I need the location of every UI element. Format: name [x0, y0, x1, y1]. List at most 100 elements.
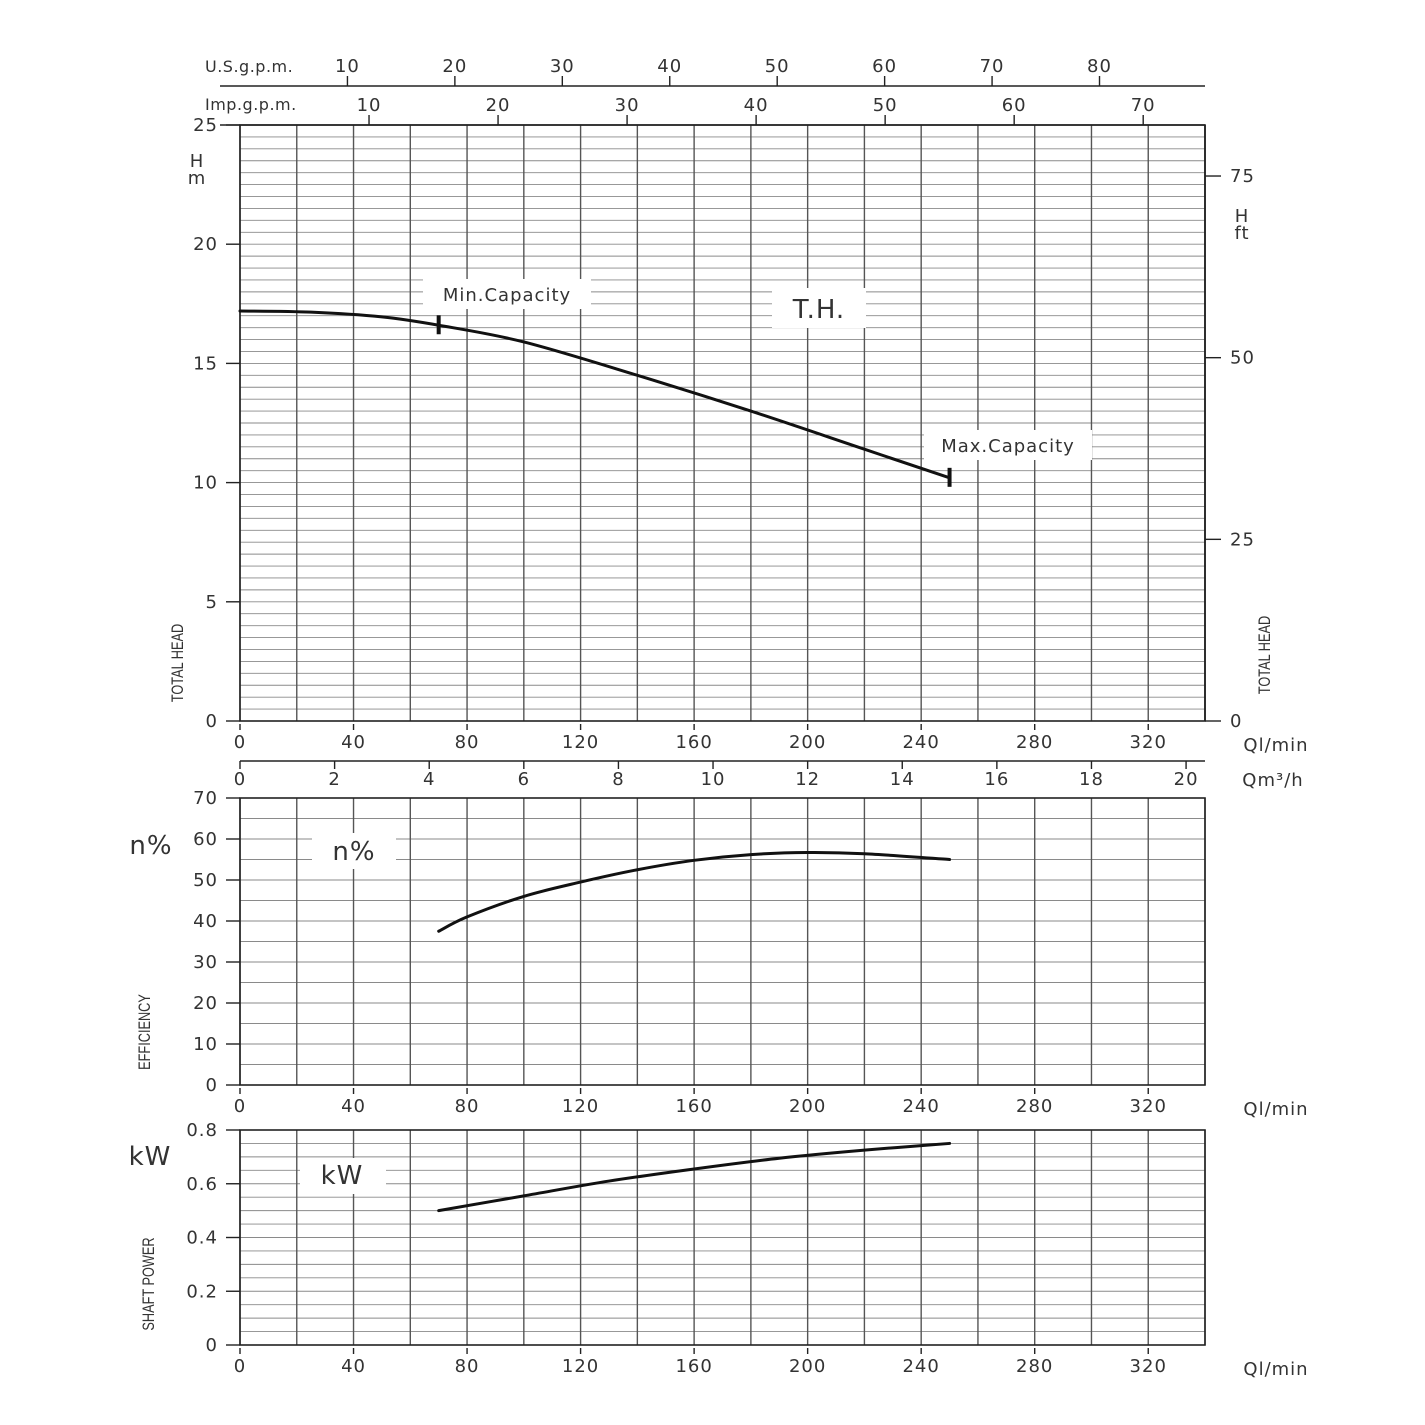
- kw-x-tick-label: 280: [1016, 1356, 1053, 1377]
- kw-x-tick-label: 80: [455, 1356, 480, 1377]
- head-curve: [238, 309, 952, 480]
- kw-curve: [437, 1141, 952, 1213]
- head-unit-right: H: [1235, 206, 1250, 227]
- kw-y-tick-label: 0: [206, 1335, 218, 1356]
- head-y-tick-label: 20: [193, 234, 218, 255]
- m3h-tick-label: 6: [518, 769, 530, 790]
- us-gpm-tick-label: 80: [1087, 56, 1112, 77]
- eff-x-tick-label: 40: [341, 1096, 366, 1117]
- head-y-axis-label: TOTAL HEAD: [168, 624, 187, 702]
- kw-x-tick-label: 120: [562, 1356, 599, 1377]
- eff-frame: [239, 797, 1206, 1086]
- eff-y-tick-label: 50: [193, 870, 218, 891]
- kw-grid: [239, 1129, 1206, 1346]
- head-x-tick-label: 320: [1130, 732, 1167, 753]
- head-x-tick-label: 240: [902, 732, 939, 753]
- head-grid: [239, 124, 1206, 722]
- annotation-bg: [924, 430, 1092, 460]
- imp-gpm-label: Imp.g.p.m.: [205, 95, 297, 114]
- eff-grid: [239, 797, 1206, 1086]
- us-gpm-tick-label: 40: [657, 56, 682, 77]
- imp-gpm-tick-label: 40: [744, 95, 769, 116]
- eff-x-tick-label: 80: [455, 1096, 480, 1117]
- kw-x-tick-label: 40: [341, 1356, 366, 1377]
- head-right-tick-label: 25: [1230, 529, 1255, 550]
- head-y-tick-label: 15: [193, 353, 218, 374]
- eff-y-tick-label: 0: [206, 1075, 218, 1096]
- eff-y-tick-label: 20: [193, 993, 218, 1014]
- head-right-tick-label: 50: [1230, 348, 1255, 369]
- m3h-tick-label: 8: [612, 769, 624, 790]
- m3h-tick-label: 4: [423, 769, 435, 790]
- m3h-tick-label: 0: [234, 769, 246, 790]
- us-gpm-tick-label: 70: [980, 56, 1005, 77]
- head-unit-left: H: [190, 151, 205, 172]
- us-gpm-tick-label: 60: [872, 56, 897, 77]
- eff-x-axis-label: Ql/min: [1243, 1099, 1308, 1120]
- us-gpm-tick-label: 50: [765, 56, 790, 77]
- eff-unit: n%: [129, 831, 172, 861]
- head-x-tick-label: 120: [562, 732, 599, 753]
- head-x-tick-label: 40: [341, 732, 366, 753]
- head-x-tick-label: 160: [675, 732, 712, 753]
- kw-y-tick-label: 0.2: [186, 1281, 218, 1302]
- th-label-bg: [772, 288, 866, 328]
- eff-x-tick-label: 240: [902, 1096, 939, 1117]
- kw-y-axis-label: SHAFT POWER: [139, 1237, 158, 1330]
- eff-y-tick-label: 70: [193, 788, 218, 809]
- us-gpm-label: U.S.g.p.m.: [205, 57, 293, 76]
- head-x-tick-label: 80: [455, 732, 480, 753]
- eff-y-tick-label: 60: [193, 829, 218, 850]
- kw-y-tick-label: 0.4: [186, 1228, 218, 1249]
- eff-y-tick-label: 40: [193, 911, 218, 932]
- eff-x-tick-label: 320: [1130, 1096, 1167, 1117]
- eff-y-tick-label: 10: [193, 1034, 218, 1055]
- kw-x-tick-label: 0: [234, 1356, 246, 1377]
- m3h-tick-label: 18: [1079, 769, 1104, 790]
- kw-x-tick-label: 200: [789, 1356, 826, 1377]
- kw-label-bg: [300, 1158, 386, 1194]
- kw-x-axis-label: Ql/min: [1243, 1359, 1308, 1380]
- imp-gpm-tick-label: 60: [1002, 95, 1027, 116]
- eff-series-label: n%: [332, 837, 375, 867]
- imp-gpm-tick-label: 10: [357, 95, 382, 116]
- head-y-tick-label: 5: [206, 592, 218, 613]
- kw-x-tick-label: 320: [1130, 1356, 1167, 1377]
- head-right-axis-label: TOTAL HEAD: [1255, 616, 1274, 694]
- max-capacity-label: Max.Capacity: [941, 436, 1075, 457]
- head-x-tick-label: 200: [789, 732, 826, 753]
- us-gpm-tick-label: 20: [442, 56, 467, 77]
- m3h-tick-label: 14: [890, 769, 915, 790]
- kw-y-tick-label: 0.8: [186, 1120, 218, 1141]
- kw-y-tick-label: 0.6: [186, 1174, 218, 1195]
- eff-label-bg: [312, 833, 396, 869]
- imp-gpm-tick-label: 70: [1131, 95, 1156, 116]
- m3h-tick-label: 2: [328, 769, 340, 790]
- m3h-tick-label: 20: [1174, 769, 1199, 790]
- eff-x-tick-label: 0: [234, 1096, 246, 1117]
- head-unit-right: ft: [1234, 223, 1249, 244]
- kw-x-tick-label: 240: [902, 1356, 939, 1377]
- us-gpm-tick-label: 10: [335, 56, 360, 77]
- imp-gpm-tick-label: 30: [615, 95, 640, 116]
- m3h-tick-label: 10: [701, 769, 726, 790]
- imp-gpm-tick-label: 20: [486, 95, 511, 116]
- eff-x-tick-label: 280: [1016, 1096, 1053, 1117]
- head-right-tick-label: 75: [1230, 166, 1255, 187]
- m3h-tick-label: 12: [795, 769, 820, 790]
- m3h-tick-label: 16: [984, 769, 1009, 790]
- head-y-tick-label: 10: [193, 473, 218, 494]
- eff-y-tick-label: 30: [193, 952, 218, 973]
- head-unit-left: m: [188, 168, 207, 189]
- kw-series-label: kW: [321, 1161, 364, 1191]
- head-y-tick-label: 25: [193, 115, 218, 136]
- eff-x-tick-label: 120: [562, 1096, 599, 1117]
- head-x-axis-label: Ql/min: [1243, 735, 1308, 756]
- head-x-tick-label: 0: [234, 732, 246, 753]
- min-capacity-label: Min.Capacity: [443, 285, 571, 306]
- eff-curve: [437, 850, 952, 933]
- eff-y-axis-label: EFFICIENCY: [135, 994, 154, 1070]
- kw-unit: kW: [129, 1142, 172, 1172]
- eff-x-tick-label: 160: [675, 1096, 712, 1117]
